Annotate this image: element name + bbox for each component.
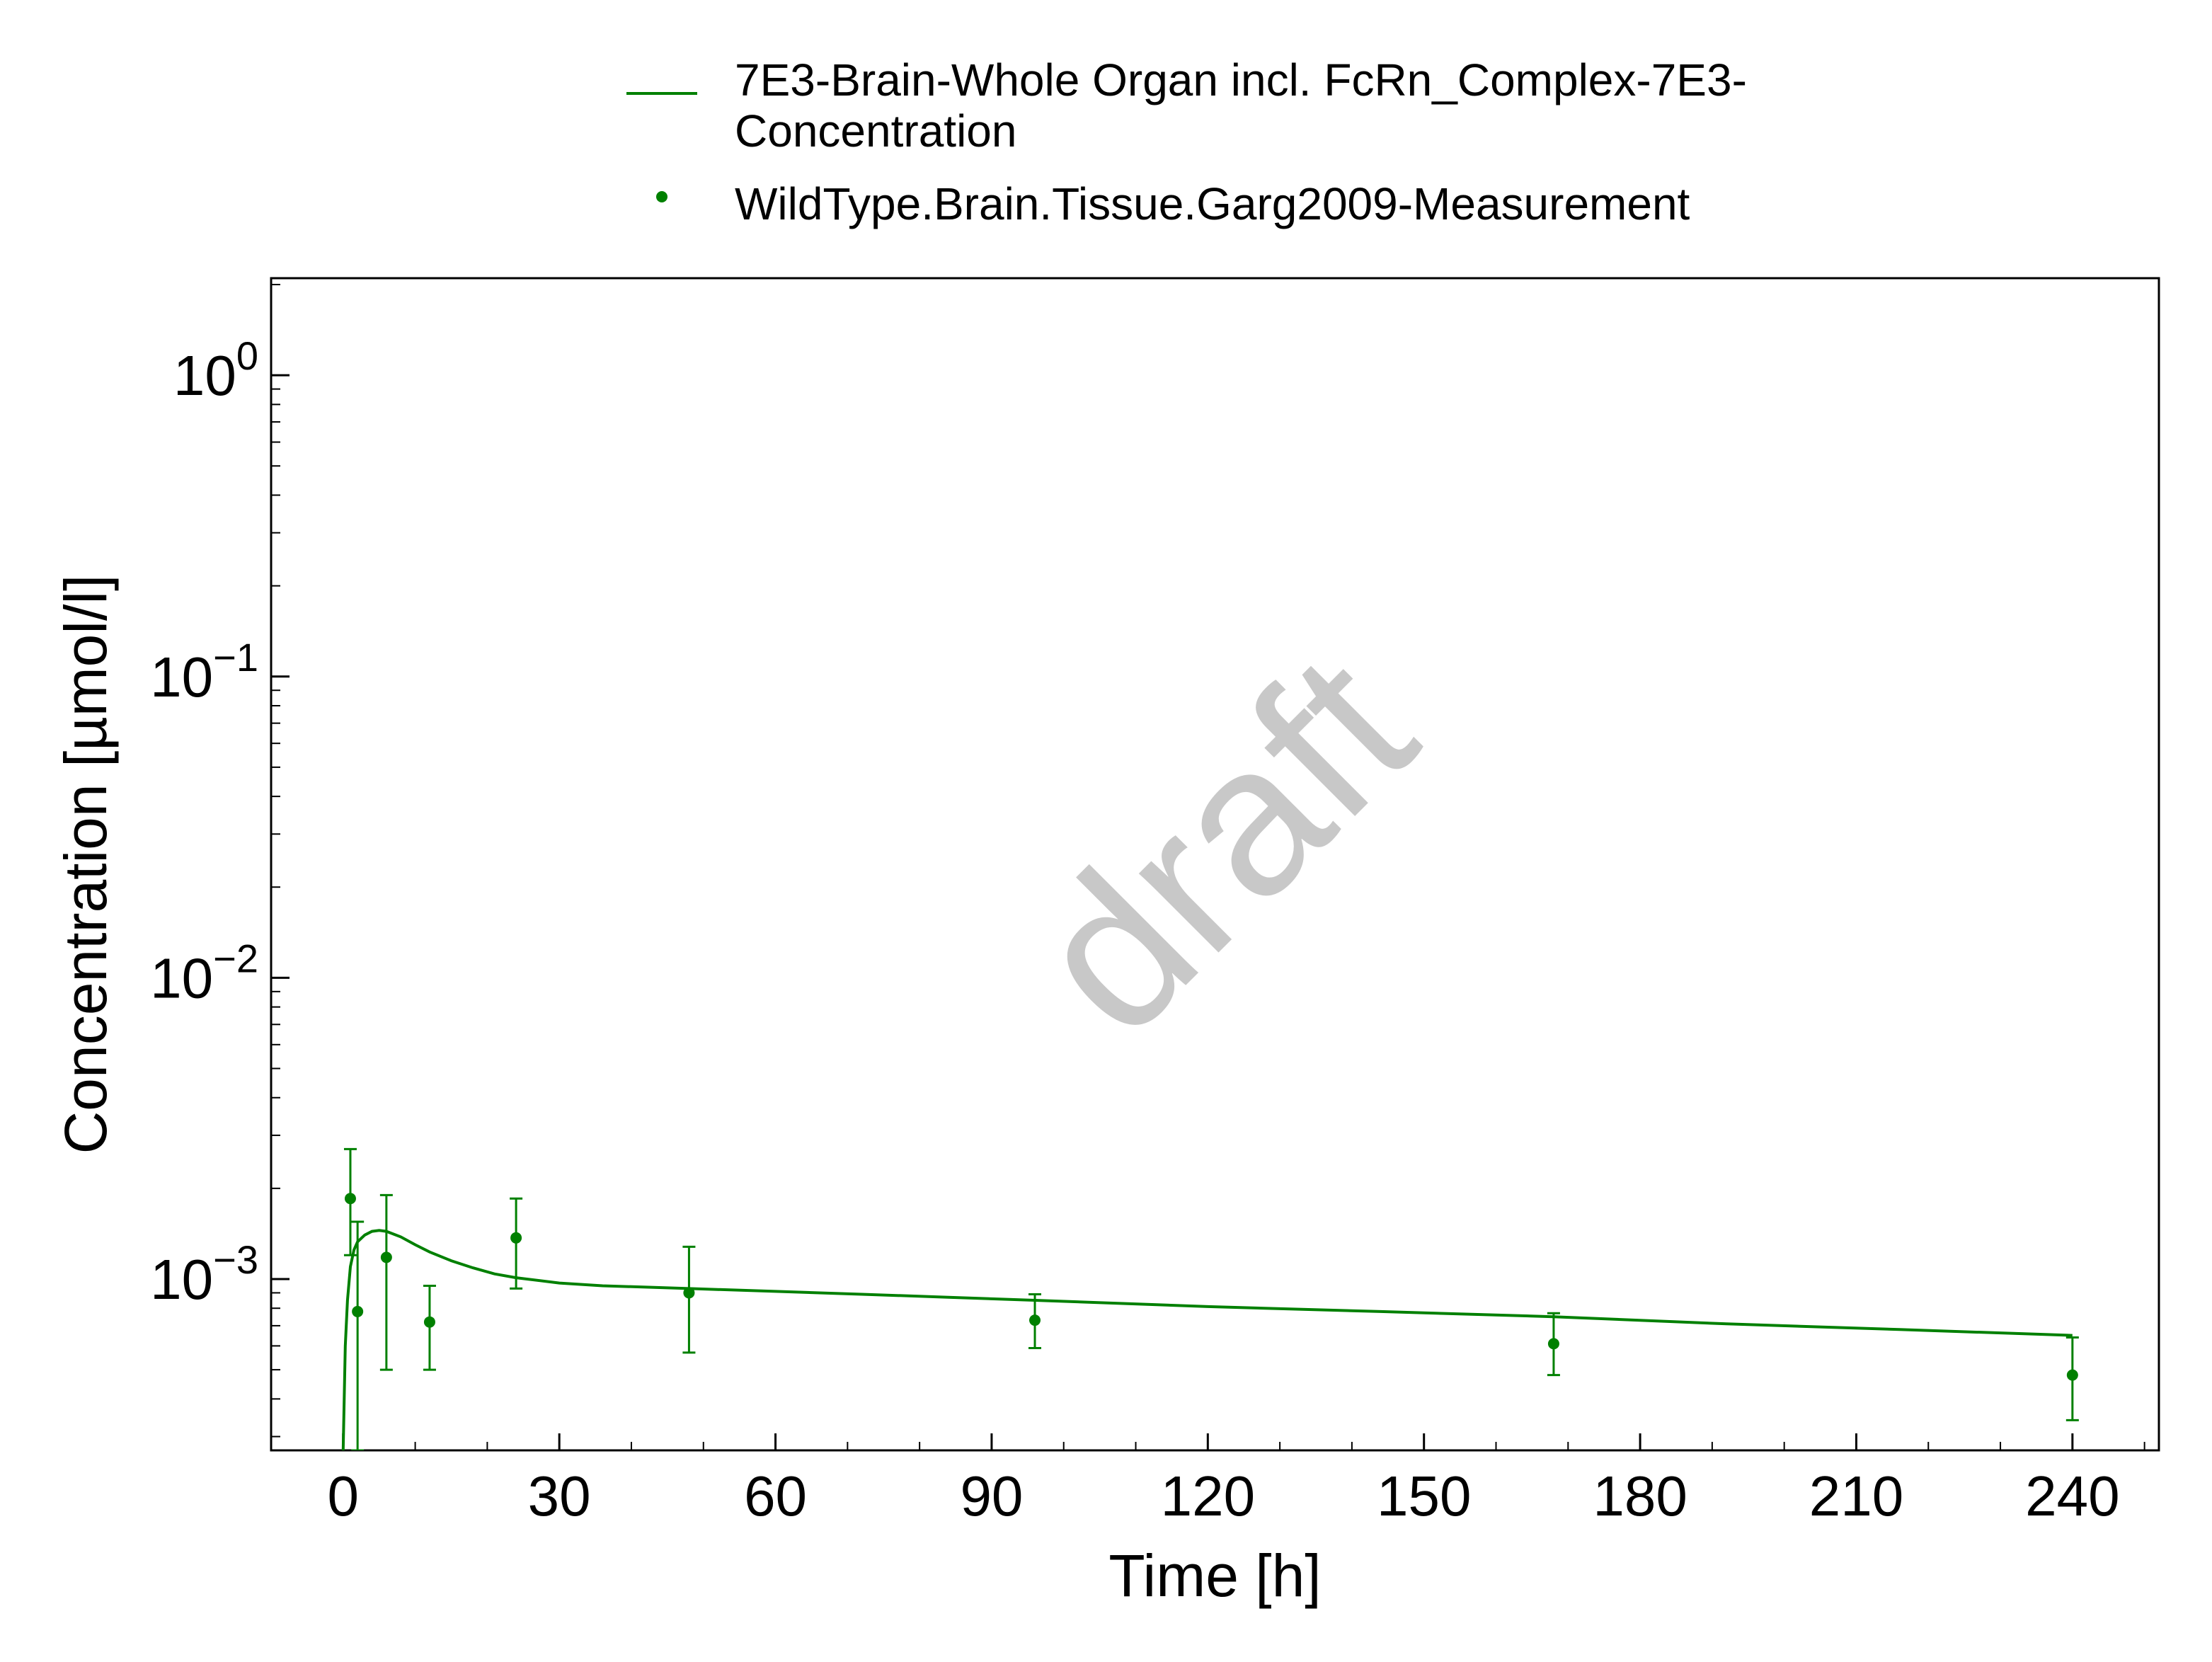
- series-group: [341, 1147, 2079, 1450]
- axis-titles: Time [h] Concentration [µmol/l]: [52, 575, 1322, 1609]
- series-line-simulation: [341, 1229, 2073, 1450]
- data-point: [352, 1305, 364, 1317]
- data-point: [344, 1193, 356, 1205]
- watermark-text: draft: [988, 609, 1457, 1079]
- y-tick-label: 10−1: [150, 635, 258, 709]
- legend-marker-swatch: [656, 191, 667, 202]
- watermark-group: draft: [988, 609, 1457, 1079]
- x-tick-label: 150: [1377, 1465, 1471, 1528]
- y-axis-title: Concentration [µmol/l]: [52, 575, 119, 1154]
- data-point: [1547, 1338, 1559, 1350]
- data-point: [380, 1251, 392, 1263]
- x-tick-label: 30: [528, 1465, 591, 1528]
- x-tick-label: 120: [1161, 1465, 1255, 1528]
- legend-label-measurement: WildType.Brain.Tissue.Garg2009-Measureme…: [735, 178, 1690, 229]
- plot-frame: [270, 277, 2160, 1452]
- legend-label-simulation: Concentration: [735, 105, 1016, 156]
- x-axis-title: Time [h]: [1108, 1542, 1321, 1609]
- legend-label-simulation: 7E3-Brain-Whole Organ incl. FcRn_Complex…: [735, 55, 1747, 105]
- axes: 0 30 60 90 120 150 180 210 240 100 10−1 10−2 10−3: [150, 277, 2160, 1528]
- y-tick-label: 100: [173, 333, 258, 407]
- y-tick-label: 10−2: [150, 936, 258, 1009]
- data-point: [510, 1232, 522, 1244]
- x-tick-label: 180: [1593, 1465, 1687, 1528]
- data-point: [2066, 1369, 2078, 1381]
- data-point: [1029, 1314, 1041, 1326]
- data-point: [423, 1316, 435, 1328]
- data-point: [683, 1287, 695, 1299]
- x-tick-label: 60: [744, 1465, 807, 1528]
- x-tick-label: 210: [1809, 1465, 1903, 1528]
- y-tick-label: 10−3: [150, 1237, 258, 1311]
- legend: 7E3-Brain-Whole Organ incl. FcRn_Complex…: [626, 55, 1747, 229]
- x-tick-label: 90: [960, 1465, 1023, 1528]
- x-tick-label: 0: [328, 1465, 360, 1528]
- x-tick-label: 240: [2025, 1465, 2119, 1528]
